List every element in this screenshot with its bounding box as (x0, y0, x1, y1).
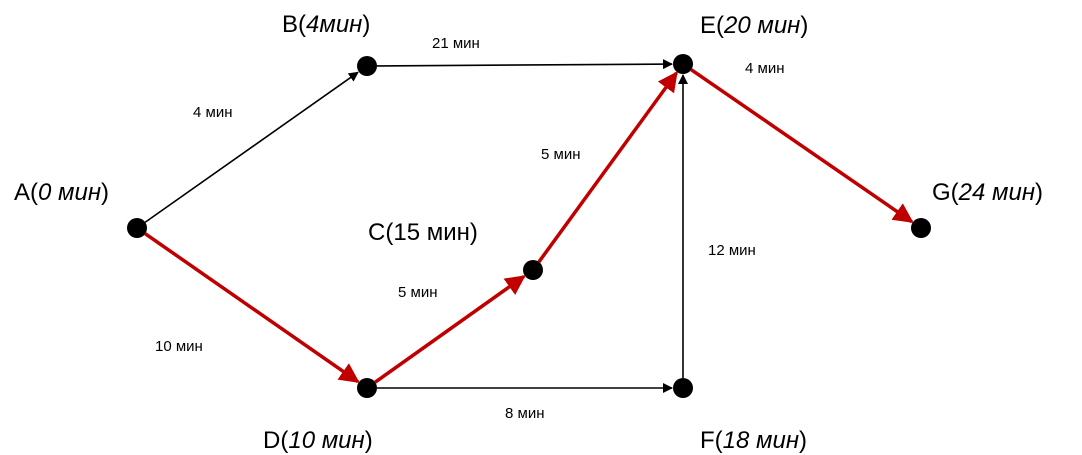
node-label-b: B(4мин) (282, 11, 370, 38)
node-label-e: E(20 мин) (700, 12, 808, 39)
node-b (357, 56, 377, 76)
node-label-a: A(0 мин) (14, 179, 109, 206)
edge-b-e (376, 59, 674, 70)
node-name-f: F (700, 427, 715, 454)
node-time-e: 20 мин (723, 12, 800, 39)
node-label-f: F(18 мин) (700, 427, 807, 454)
edge-a-b (144, 71, 359, 223)
edge-label-c-e: 5 мин (541, 146, 581, 163)
node-time-a: 0 мин (38, 179, 101, 206)
edge-e-g (690, 68, 914, 224)
edge-label-f-e: 12 мин (708, 242, 756, 259)
node-time-f: 18 мин (723, 427, 799, 454)
node-label-d: D(10 мин) (263, 427, 373, 454)
node-label-c: C(15 мин) (368, 219, 478, 246)
edge-label-a-d: 10 мин (155, 338, 203, 355)
edge-a-d (144, 232, 360, 384)
node-name-c: C (368, 219, 385, 246)
node-e (673, 54, 693, 74)
node-a (127, 218, 147, 238)
node-f (673, 378, 693, 398)
edge-label-a-b: 4 мин (193, 104, 233, 121)
node-name-g: G (932, 179, 951, 206)
edge-label-d-f: 8 мин (505, 405, 545, 422)
node-name-e: E (700, 12, 716, 39)
node-name-d: D (263, 427, 280, 454)
node-label-g: G(24 мин) (932, 179, 1043, 206)
edge-d-c (374, 274, 526, 384)
edge-label-d-c: 5 мин (398, 284, 438, 301)
node-g (911, 218, 931, 238)
node-d (357, 378, 377, 398)
node-time-g: 24 мин (958, 179, 1035, 206)
edge-c-e (537, 71, 678, 263)
edge-label-b-e: 21 мин (432, 35, 480, 52)
node-c (523, 260, 543, 280)
node-name-a: A (14, 179, 30, 206)
node-time-c: 15 мин (393, 219, 470, 246)
node-time-b: 4мин (306, 11, 362, 38)
node-time-d: 10 мин (288, 427, 364, 454)
edge-label-e-g: 4 мин (745, 60, 785, 77)
node-name-b: B (282, 11, 298, 38)
